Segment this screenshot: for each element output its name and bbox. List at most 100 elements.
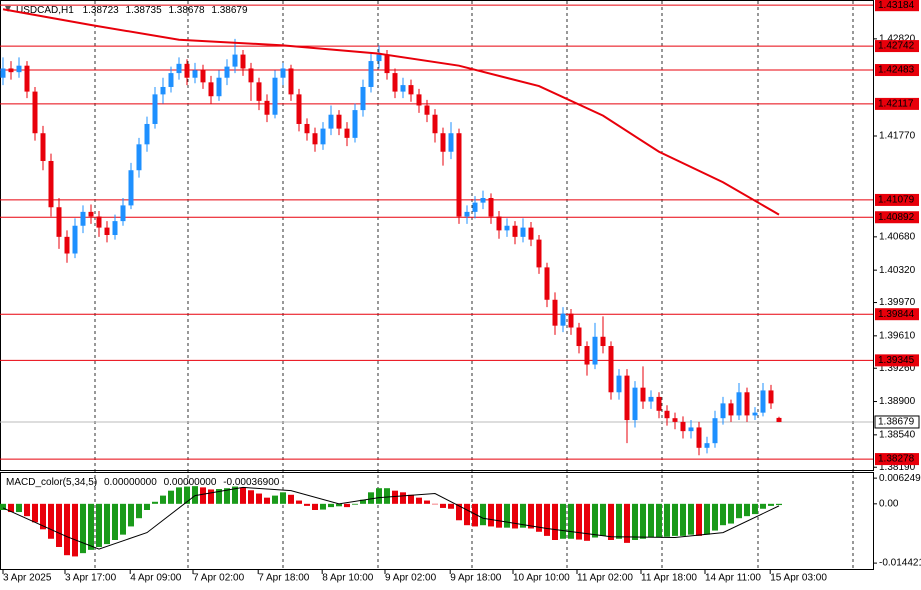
candle-body [688,427,694,432]
candle-body [248,68,254,83]
level-label-box [875,97,919,110]
level-label-box [875,308,919,321]
macd-bar [744,503,750,517]
candle-body [592,336,598,365]
candle-body [768,390,774,404]
candle-body [528,227,534,240]
candle-body [496,216,502,231]
macd-bar [464,503,470,526]
candle-body [656,396,662,411]
candle-body [264,100,270,115]
indicator-reading: 0.00000000 [164,477,217,488]
y2-tick-label: 0.00 [879,498,899,509]
x-tick-label: 8 Apr 10:00 [322,573,374,584]
candle-body [400,85,406,92]
indicator-header: MACD_color(5,34,5) 0.00000000 0.00000000… [6,477,280,488]
x-tick-label: 7 Apr 02:00 [193,573,245,584]
macd-bar [680,503,686,536]
macd-bar [472,503,478,527]
candle-body [424,105,430,115]
chart-header: USDCAD,H1 1.38723 1.38735 1.38678 1.3867… [16,5,248,16]
candle-body [72,225,78,254]
symbol: USDCAD,H1 [16,5,74,16]
macd-bar [112,503,118,540]
x-tick-label: 15 Apr 03:00 [770,573,827,584]
candle-body [296,94,302,124]
macd-bar [344,503,350,508]
macd-bar [424,500,430,504]
level-label: 1.39844 [878,309,915,320]
macd-bar [336,503,342,507]
level-label: 1.42742 [878,41,915,52]
macd-bar [688,503,694,535]
macd-bar [304,503,310,506]
candle-body [736,392,742,416]
candle-body [640,387,646,402]
y-tick-label: 1.40680 [879,231,916,242]
macd-bar [288,494,294,504]
candle-body [520,227,526,237]
macd-bar [528,503,534,529]
candle-body [552,299,558,326]
candle-body [648,396,654,402]
macd-bar [0,503,6,510]
candle-body [328,114,334,129]
level-label-box [875,354,919,367]
macd-bar [248,490,254,504]
macd-bar [640,503,646,539]
x-tick-label: 3 Apr 2025 [3,573,52,584]
macd-bar [352,503,358,505]
macd-bar [672,503,678,536]
macd-bar [624,503,630,543]
macd-bar [264,497,270,504]
macd-bar [312,503,318,510]
macd-bar [64,503,70,556]
candle-body [624,375,630,421]
candle-body [272,77,278,115]
macd-bar [760,503,766,509]
candle-body [304,123,310,134]
candle-body [632,387,638,421]
candle-body [160,86,166,95]
candle-body [728,403,734,416]
indicator-frame [0,472,874,570]
candle-body [680,421,686,432]
macd-bar [392,490,398,504]
macd-bar [176,487,182,504]
candle-body [24,65,30,92]
macd-bar [440,503,446,508]
y-tick-label: 1.39970 [879,297,916,308]
macd-bar [200,487,206,504]
macd-bar [504,503,510,528]
macd-bar [88,503,94,550]
candle-body [40,133,46,161]
candle-body [8,68,14,73]
macd-bar [24,503,30,517]
candle-body [16,65,22,73]
candle-body [360,86,366,111]
x-tick-label: 4 Apr 09:00 [130,573,182,584]
macd-bar [96,503,102,547]
candle-body [752,412,758,416]
macd-bar [616,503,622,539]
macd-bar [432,503,438,505]
macd-bar [240,487,246,504]
candle-body [448,133,454,152]
x-tick-label: 7 Apr 18:00 [258,573,310,584]
candle-body [368,61,374,87]
x-tick-label: 9 Apr 02:00 [385,573,437,584]
candle-body [176,63,182,74]
macd-bar [416,497,422,504]
candle-body [760,390,766,413]
macd-bar [40,503,46,530]
vertical-grid [94,1,854,570]
macd-bar [592,503,598,538]
candle-body [200,70,206,83]
candle-body [336,114,342,129]
candle-body [104,227,110,235]
candle-body [192,70,198,78]
candle-body [128,170,134,206]
macd-bar [736,503,742,519]
candle-body [512,225,518,237]
